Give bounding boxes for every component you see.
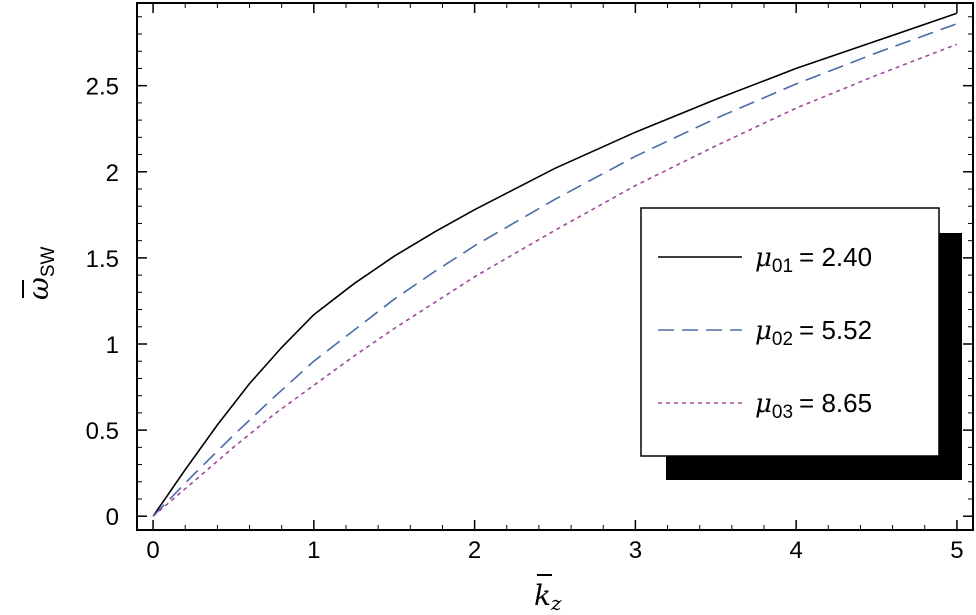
y-tick-label: 0 [106, 504, 119, 531]
plot-area [152, 12, 958, 517]
legend-label-1: μ01 = 2.40 [755, 242, 872, 277]
legend-items: μ01 = 2.40 μ02 = 5.52 μ03 = 8.65 [658, 242, 872, 423]
y-tick-label: 2.5 [86, 74, 119, 101]
axis-ticks: 0 1 2 3 4 5 0 0.5 1 1.5 2 2.5 [86, 3, 973, 564]
y-tick-label: 0.5 [86, 418, 119, 445]
x-tick-label: 0 [146, 537, 159, 564]
legend-entry-1: μ01 = 2.40 [658, 242, 872, 277]
x-tick-label: 3 [629, 537, 642, 564]
x-tick-label: 4 [789, 537, 802, 564]
series-line-2 [152, 22, 958, 517]
y-tick-label: 1 [106, 332, 119, 359]
legend-entry-2: μ02 = 5.52 [658, 315, 872, 350]
legend-label-2: μ02 = 5.52 [755, 315, 872, 350]
y-axis-label: ωSW [22, 246, 59, 300]
series-line-3 [152, 43, 958, 517]
y-tick-label: 1.5 [86, 246, 119, 273]
legend-label-3: μ03 = 8.65 [755, 388, 872, 423]
plot-frame [136, 2, 974, 531]
x-tick-label: 2 [468, 537, 481, 564]
legend-entry-3: μ03 = 8.65 [658, 388, 872, 423]
legend-box [640, 207, 940, 457]
x-tick-label: 5 [950, 537, 963, 564]
x-tick-label: 1 [307, 537, 320, 564]
series-line-1 [152, 12, 958, 517]
y-axis-label-text: ωSW [22, 246, 59, 300]
legend: μ01 = 2.40 μ02 = 5.52 μ03 = 8.65 [640, 207, 962, 480]
y-tick-label: 2 [106, 160, 119, 187]
